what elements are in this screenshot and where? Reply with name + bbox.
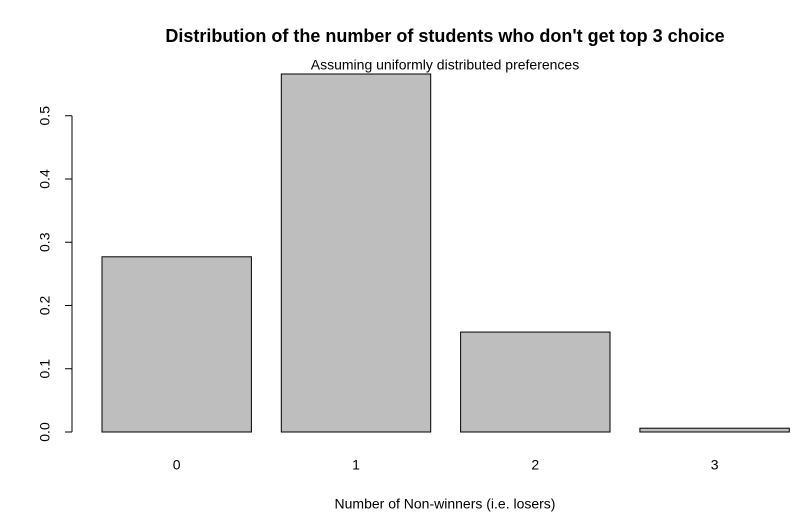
y-tick-label: 0.5 xyxy=(37,106,53,126)
bar xyxy=(280,73,432,433)
x-tick-label: 3 xyxy=(711,457,719,473)
y-tick-label: 0.3 xyxy=(37,232,53,252)
x-tick-label: 2 xyxy=(531,457,539,473)
chart-title: Distribution of the number of students w… xyxy=(165,26,724,46)
y-tick-label: 0.2 xyxy=(37,296,53,316)
bar xyxy=(639,427,790,433)
y-tick-label: 0.0 xyxy=(37,422,53,442)
chart-subtitle: Assuming uniformly distributed preferenc… xyxy=(311,57,579,73)
x-axis-label: Number of Non-winners (i.e. losers) xyxy=(335,496,556,512)
x-tick-label: 1 xyxy=(352,457,360,473)
y-tick-label: 0.1 xyxy=(37,359,53,379)
bar xyxy=(101,256,252,433)
y-tick-label: 0.4 xyxy=(37,169,53,189)
bar xyxy=(460,331,611,433)
x-tick-label: 0 xyxy=(173,457,181,473)
